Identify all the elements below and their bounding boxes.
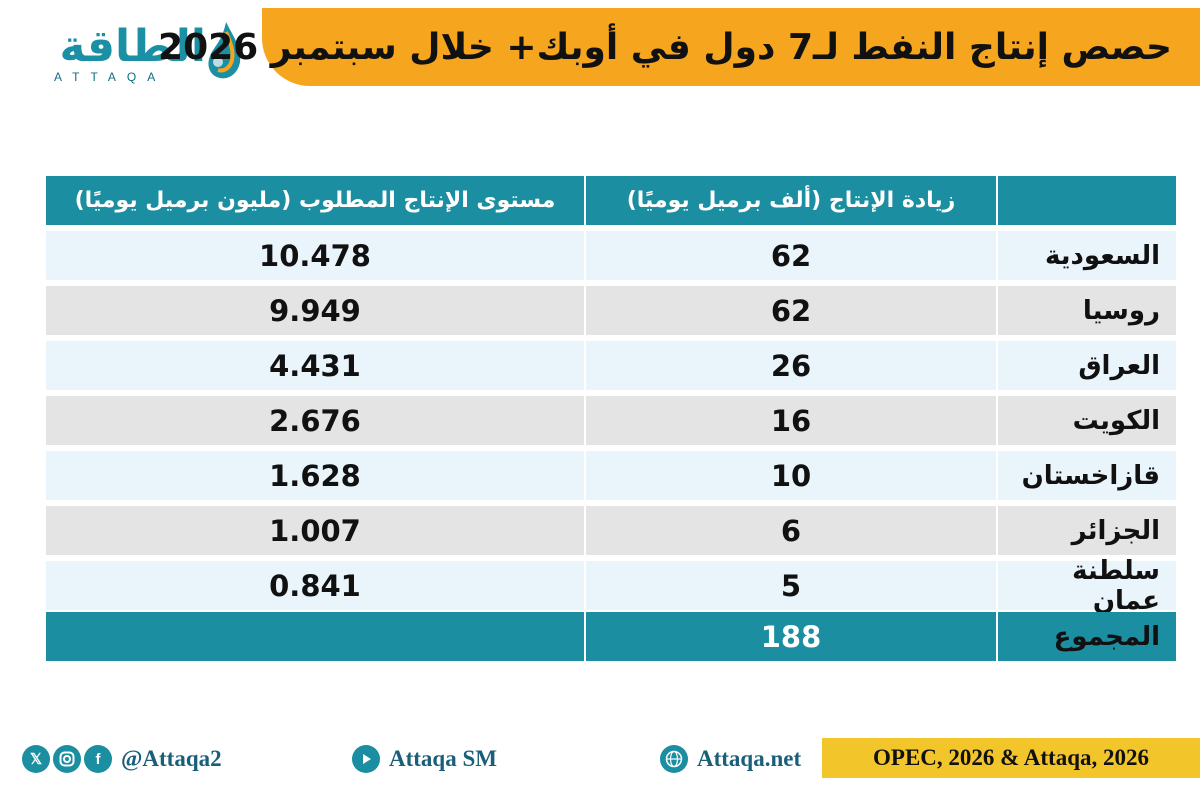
table-row: 0.841 5 سلطنة عمان [46, 556, 1176, 616]
country-cell: سلطنة عمان [998, 556, 1176, 616]
globe-icon [660, 745, 688, 773]
country-cell: روسيا [998, 286, 1176, 335]
title-banner: حصص إنتاج النفط لـ7 دول في أوبك+ خلال سب… [158, 8, 1200, 86]
total-required-level-cell [46, 612, 584, 661]
country-cell: قازاخستان [998, 451, 1176, 500]
table-row: 1.007 6 الجزائر [46, 506, 1176, 555]
country-cell: السعودية [998, 231, 1176, 280]
country-cell: العراق [998, 341, 1176, 390]
instagram-icon[interactable] [53, 745, 81, 773]
source-box: OPEC, 2026 & Attaqa, 2026 [822, 738, 1200, 778]
country-cell: الكويت [998, 396, 1176, 445]
required-level-cell: 4.431 [46, 341, 584, 390]
total-increase-cell: 188 [586, 612, 996, 661]
header-increase: زيادة الإنتاج (ألف برميل يوميًا) [586, 176, 996, 225]
required-level-cell: 10.478 [46, 231, 584, 280]
table-total-row: 188 المجموع [46, 612, 1176, 661]
youtube-link[interactable]: Attaqa SM [352, 745, 497, 773]
table-row: 4.431 26 العراق [46, 341, 1176, 390]
increase-cell: 16 [586, 396, 996, 445]
logo-arabic-text: الطاقة [59, 21, 206, 72]
required-level-cell: 1.628 [46, 451, 584, 500]
social-handle-link[interactable]: @Attaqa2 [121, 746, 222, 771]
table-row: 9.949 62 روسيا [46, 286, 1176, 335]
table-row: 10.478 62 السعودية [46, 231, 1176, 280]
increase-cell: 62 [586, 231, 996, 280]
country-cell: الجزائر [998, 506, 1176, 555]
increase-cell: 62 [586, 286, 996, 335]
increase-cell: 26 [586, 341, 996, 390]
table-row: 2.676 16 الكويت [46, 396, 1176, 445]
total-label: المجموع [998, 612, 1176, 661]
increase-cell: 6 [586, 506, 996, 555]
facebook-icon[interactable]: f [84, 745, 112, 773]
logo-latin-text: ATTAQA [54, 70, 167, 84]
footer: 𝕏 f @Attaqa2 Attaqa SM Attaqa.net OPEC, … [0, 738, 1200, 786]
required-level-cell: 2.676 [46, 396, 584, 445]
youtube-icon [352, 745, 380, 773]
header-required-level: مستوى الإنتاج المطلوب (مليون برميل يوميً… [46, 176, 584, 225]
social-links: 𝕏 f @Attaqa2 [22, 745, 222, 773]
attaqa-logo: الطاقة ATTAQA [40, 20, 250, 90]
website-label: Attaqa.net [697, 746, 802, 771]
table-row: 1.628 10 قازاخستان [46, 451, 1176, 500]
page-title: حصص إنتاج النفط لـ7 دول في أوبك+ خلال سب… [158, 26, 1172, 68]
table-header-row: مستوى الإنتاج المطلوب (مليون برميل يوميً… [46, 176, 1176, 225]
required-level-cell: 0.841 [46, 561, 584, 610]
youtube-channel-label: Attaqa SM [389, 746, 497, 771]
oil-drop-icon [208, 22, 241, 79]
website-link[interactable]: Attaqa.net [660, 745, 801, 773]
source-text: OPEC, 2026 & Attaqa, 2026 [873, 745, 1149, 770]
required-level-cell: 1.007 [46, 506, 584, 555]
required-level-cell: 9.949 [46, 286, 584, 335]
increase-cell: 5 [586, 561, 996, 610]
header-country [998, 176, 1176, 225]
x-icon[interactable]: 𝕏 [22, 745, 50, 773]
increase-cell: 10 [586, 451, 996, 500]
